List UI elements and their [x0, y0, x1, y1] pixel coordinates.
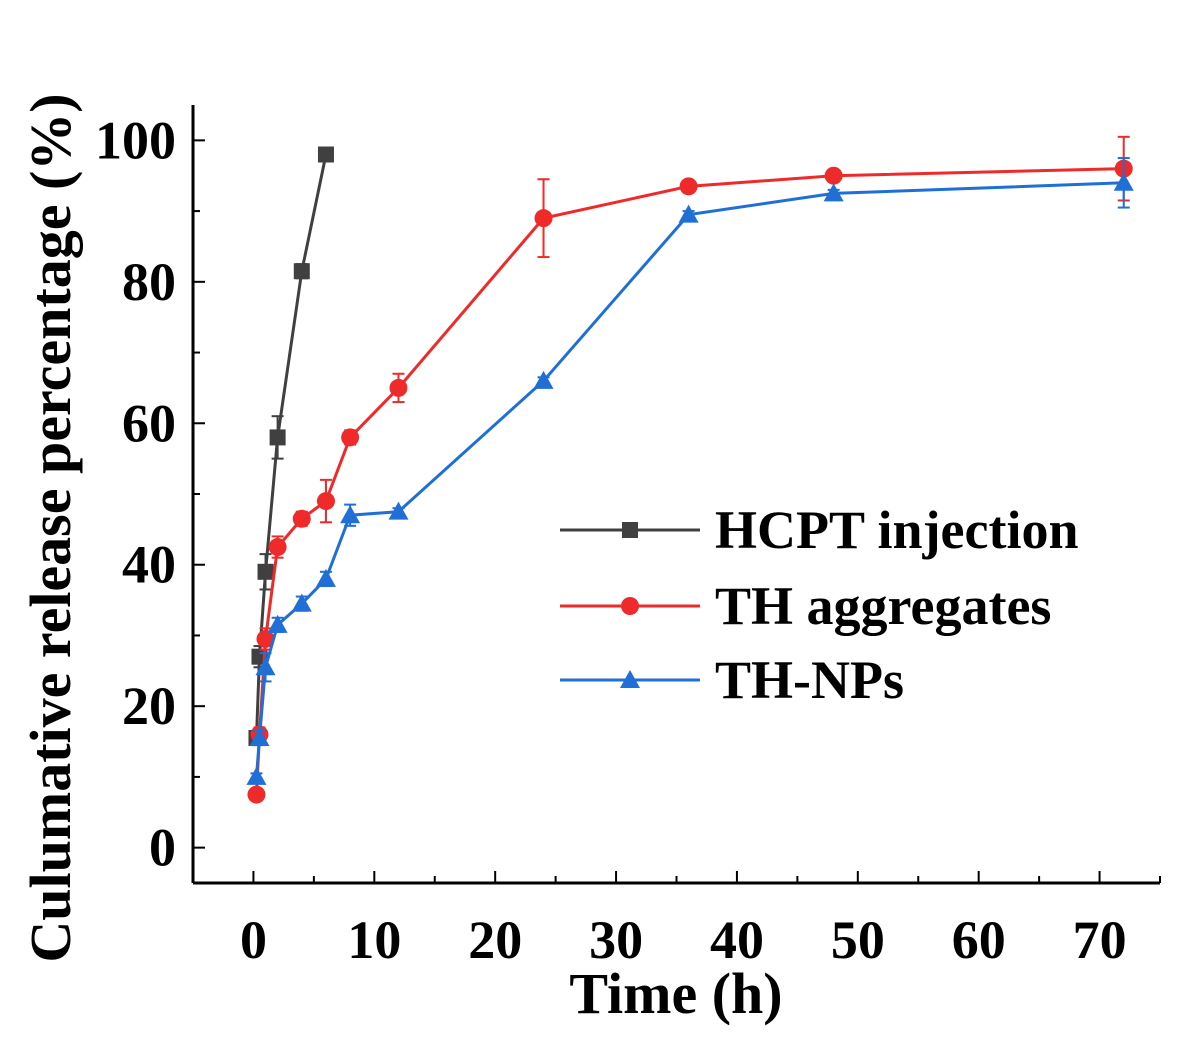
data-point: [267, 614, 288, 633]
y-axis-title: Culumative release percentage (%): [18, 93, 83, 962]
x-tick-label: 20: [468, 910, 522, 970]
data-point: [246, 766, 267, 785]
data-point: [257, 563, 274, 580]
x-tick-label: 30: [589, 910, 643, 970]
legend: HCPT injection TH aggregates TH-NPs: [560, 500, 1079, 710]
data-point: [823, 183, 844, 202]
legend-marker: [622, 522, 638, 538]
legend-marker: [621, 597, 639, 615]
data-point: [293, 263, 310, 280]
data-point: [534, 209, 553, 228]
y-tick-label: 0: [149, 818, 176, 878]
data-point: [249, 728, 270, 747]
series-hcpt-injection: [248, 146, 334, 747]
x-tick-label: 70: [1073, 910, 1127, 970]
data-point: [255, 657, 276, 676]
series-layer: [246, 135, 1134, 804]
data-point: [315, 568, 336, 587]
series-th-aggregates: [247, 135, 1133, 804]
x-tick-label: 10: [347, 910, 401, 970]
legend-label: TH-NPs: [715, 650, 904, 710]
x-tick-label: 40: [710, 910, 764, 970]
y-tick-label: 60: [122, 393, 176, 453]
data-point: [533, 370, 554, 389]
data-point: [824, 166, 843, 185]
legend-label: HCPT injection: [715, 500, 1079, 560]
legend-item: TH-NPs: [560, 650, 904, 710]
data-point: [1113, 172, 1134, 191]
data-point: [316, 492, 335, 511]
series-th-nps: [246, 157, 1134, 785]
series-line: [254, 181, 1124, 778]
data-point: [268, 538, 287, 557]
y-tick-label: 40: [122, 535, 176, 595]
y-tick-label: 80: [122, 252, 176, 312]
data-point: [247, 785, 266, 804]
x-tick-label: 60: [952, 910, 1006, 970]
y-tick-label: 100: [95, 110, 176, 170]
data-point: [256, 629, 275, 648]
data-point: [389, 378, 408, 397]
data-point: [341, 428, 360, 447]
legend-item: HCPT injection: [560, 500, 1079, 560]
data-point: [317, 146, 334, 163]
legend-item: TH aggregates: [560, 576, 1051, 636]
data-point: [291, 593, 312, 612]
data-point: [269, 429, 286, 446]
y-tick-label: 20: [122, 676, 176, 736]
data-point: [679, 177, 698, 196]
x-axis-title: Time (h): [569, 961, 782, 1026]
series-line: [254, 167, 1124, 795]
data-point: [678, 204, 699, 223]
x-tick-label: 0: [240, 910, 267, 970]
data-point: [340, 505, 361, 524]
data-point: [292, 509, 311, 528]
x-tick-label: 50: [831, 910, 885, 970]
y-axis: 0 20 40 60 80 100: [95, 110, 205, 878]
x-axis: 0 10 20 30 40 50 60 70: [192, 871, 1161, 970]
plot-frame: [191, 105, 1160, 885]
legend-label: TH aggregates: [715, 576, 1051, 636]
legend-marker: [620, 670, 640, 688]
data-point: [388, 501, 409, 520]
